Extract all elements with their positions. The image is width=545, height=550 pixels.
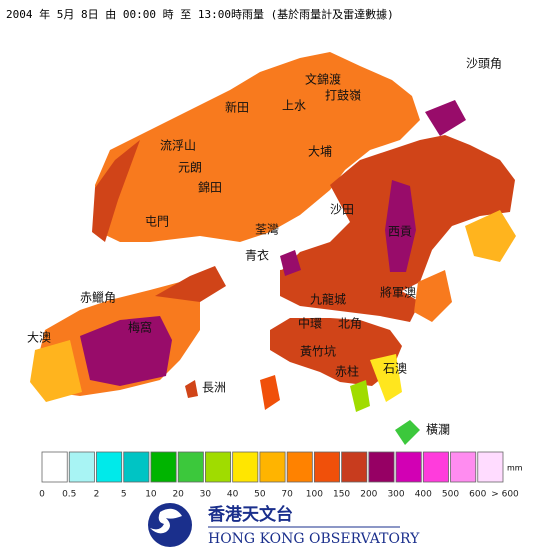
- place-label: 北角: [338, 317, 362, 331]
- legend-label: 30: [200, 490, 212, 500]
- legend-label: 5: [121, 490, 127, 500]
- legend-label: 200: [360, 490, 377, 500]
- legend-label: 600: [469, 490, 486, 500]
- legend-swatch: [368, 451, 395, 483]
- legend-label: 100: [306, 490, 323, 500]
- lantau-north: [155, 266, 226, 302]
- kowloon: [280, 265, 420, 322]
- legend-label: 10: [145, 490, 157, 500]
- legend-swatch: [205, 451, 232, 483]
- legend-label: > 600: [491, 490, 519, 500]
- legend-swatch: [96, 451, 123, 483]
- hk-island: [270, 318, 402, 386]
- legend-label: 400: [415, 490, 432, 500]
- place-labels: 沙頭角 文錦渡 打鼓嶺 上水 新田 流浮山 元朗 錦田 大埔 屯門 沙田 荃灣 …: [27, 57, 502, 437]
- place-label: 新田: [225, 100, 249, 115]
- legend-swatch: [286, 451, 313, 483]
- legend-label: 50: [254, 490, 266, 500]
- place-label: 橫瀾: [426, 423, 450, 437]
- place-label: 元朗: [178, 161, 202, 175]
- place-label: 錦田: [198, 180, 222, 195]
- sha-tau-kok-purple: [425, 100, 466, 136]
- legend-swatch: [395, 451, 422, 483]
- logo-mark: [148, 503, 192, 547]
- place-label: 九龍城: [310, 292, 346, 307]
- sai-kung-purple: [385, 180, 416, 272]
- legend-swatch: [41, 451, 68, 483]
- legend-swatch: [123, 451, 150, 483]
- west-nt: [92, 140, 140, 242]
- legend-swatch: [177, 451, 204, 483]
- cheung-chau: [185, 380, 198, 398]
- place-label: 青衣: [245, 248, 269, 263]
- place-label: 石澳: [383, 362, 407, 376]
- place-label: 荃灣: [255, 223, 279, 237]
- title: 2004 年 5月 8日 由 00:00 時 至 13:00時雨量 (基於雨量計…: [6, 7, 394, 21]
- legend-label: 2: [94, 490, 100, 500]
- legend-swatch: [477, 451, 504, 483]
- place-label: 將軍澳: [380, 285, 416, 300]
- stanley-green: [350, 380, 370, 412]
- place-label: 赤柱: [335, 364, 359, 379]
- legend-swatch: [422, 451, 449, 483]
- legend-label: 300: [387, 490, 404, 500]
- place-label: 大澳: [27, 331, 51, 345]
- shek-o-yellow: [370, 354, 402, 402]
- legend-label: 150: [333, 490, 350, 500]
- place-label: 流浮山: [160, 139, 196, 153]
- waglan-green: [395, 420, 420, 445]
- tai-o-yellow: [30, 340, 82, 402]
- logo-swirl: [150, 508, 182, 534]
- legend-swatch: [313, 451, 340, 483]
- lantau-purple: [80, 316, 172, 386]
- legend-label: 70: [281, 490, 293, 500]
- legend-swatch: [150, 451, 177, 483]
- place-label: 大埔: [308, 145, 332, 159]
- legend-label: 0.5: [62, 490, 76, 500]
- place-label: 上水: [282, 99, 306, 113]
- place-label: 沙田: [330, 203, 354, 217]
- place-label: 長洲: [202, 381, 226, 395]
- org-name-zh: 香港天文台: [208, 504, 293, 525]
- legend-unit: mm: [507, 464, 523, 473]
- legend-label: 500: [442, 490, 459, 500]
- new-territories: [95, 52, 420, 242]
- place-label: 中環: [298, 316, 322, 331]
- place-label: 黃竹坑: [300, 344, 336, 359]
- legend: mm 0 0.5 2 5 10 20 30 40 50 70 100 150 200 300 400 500 6…: [39, 451, 523, 500]
- lamma: [260, 375, 280, 410]
- tseung-kwan-o: [414, 270, 452, 322]
- map-land: [30, 52, 516, 445]
- legend-swatch: [259, 451, 286, 483]
- tsing-yi: [280, 250, 301, 276]
- legend-label: 0: [39, 490, 45, 500]
- logo: 香港天文台 HONG KONG OBSERVATORY: [148, 503, 420, 547]
- org-name-en: HONG KONG OBSERVATORY: [208, 531, 420, 547]
- legend-swatch: [68, 451, 95, 483]
- legend-swatch: [450, 451, 477, 483]
- place-label: 屯門: [145, 215, 169, 229]
- legend-swatch: [232, 451, 259, 483]
- place-label: 打鼓嶺: [325, 89, 361, 103]
- place-label: 沙頭角: [466, 57, 502, 71]
- legend-swatch: [341, 451, 368, 483]
- sai-kung-yellow: [465, 210, 516, 262]
- place-label: 赤鱲角: [80, 291, 116, 305]
- place-label: 文錦渡: [305, 72, 341, 87]
- place-label: 梅窩: [128, 320, 152, 335]
- legend-label: 40: [227, 490, 239, 500]
- legend-label: 20: [172, 490, 184, 500]
- place-label: 西貢: [388, 225, 412, 239]
